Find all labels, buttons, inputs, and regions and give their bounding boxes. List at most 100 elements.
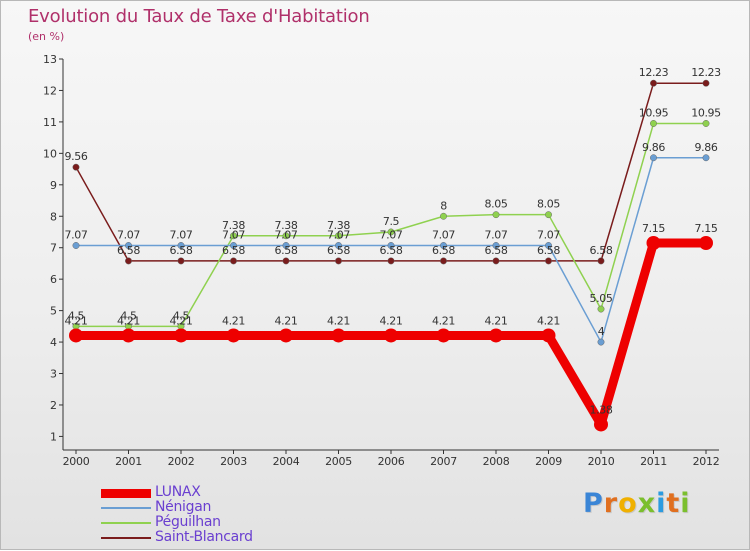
x-tick-label: 2001 xyxy=(115,455,142,468)
data-label-saint-blancard: 6.58 xyxy=(170,244,193,257)
legend-label-lunax: LUNAX xyxy=(155,484,201,500)
x-tick-label: 2000 xyxy=(63,455,90,468)
data-label-saint-blancard: 6.58 xyxy=(537,244,560,257)
data-label-nenigan: 7.07 xyxy=(432,229,455,242)
data-point-lunax xyxy=(174,328,188,343)
data-label-saint-blancard: 9.56 xyxy=(65,150,88,163)
data-label-saint-blancard: 6.58 xyxy=(432,244,455,257)
data-point-peguilhan xyxy=(282,232,290,240)
data-label-nenigan: 7.07 xyxy=(222,229,245,242)
y-tick-label: 4 xyxy=(50,336,57,349)
data-label-saint-blancard: 6.58 xyxy=(117,244,140,257)
y-tick-label: 13 xyxy=(43,53,57,66)
y-tick-label: 5 xyxy=(50,305,57,318)
legend-label-peguilhan: Péguilhan xyxy=(155,514,221,530)
data-point-peguilhan xyxy=(440,212,447,220)
data-point-peguilhan xyxy=(650,120,657,127)
data-point-lunax xyxy=(384,328,398,343)
data-label-peguilhan: 10.95 xyxy=(639,106,669,119)
y-tick-label: 6 xyxy=(50,273,57,286)
data-label-peguilhan: 8 xyxy=(440,199,447,212)
data-label-lunax: 7.15 xyxy=(695,222,718,235)
data-label-saint-blancard: 6.58 xyxy=(485,244,508,257)
data-label-lunax: 4.21 xyxy=(432,314,455,327)
data-label-saint-blancard: 6.58 xyxy=(380,244,403,257)
data-point-saint-blancard xyxy=(230,257,237,265)
data-point-nenigan xyxy=(335,242,342,249)
data-label-lunax: 4.21 xyxy=(537,314,560,327)
data-point-lunax xyxy=(226,328,241,343)
data-label-saint-blancard: 12.23 xyxy=(691,66,721,79)
data-point-lunax xyxy=(594,417,608,432)
x-tick-label: 2009 xyxy=(535,455,562,468)
data-point-saint-blancard xyxy=(387,257,395,265)
data-point-lunax xyxy=(121,328,136,343)
data-point-nenigan xyxy=(440,242,447,249)
data-point-saint-blancard xyxy=(177,257,185,265)
data-point-peguilhan xyxy=(335,232,342,240)
legend-swatch-lunax xyxy=(101,488,151,498)
data-label-lunax: 1.38 xyxy=(590,403,613,416)
data-point-peguilhan xyxy=(702,120,710,127)
y-tick-label: 10 xyxy=(43,147,57,160)
data-label-peguilhan: 4.5 xyxy=(173,309,190,322)
data-point-saint-blancard xyxy=(125,257,132,265)
x-tick-label: 2006 xyxy=(378,455,405,468)
data-point-nenigan xyxy=(72,242,80,249)
data-label-lunax: 4.21 xyxy=(117,314,140,327)
data-point-nenigan xyxy=(545,242,552,249)
data-label-saint-blancard: 6.58 xyxy=(590,244,613,257)
data-point-saint-blancard xyxy=(597,257,605,265)
data-point-peguilhan xyxy=(492,211,500,219)
data-point-nenigan xyxy=(387,242,395,249)
data-label-nenigan: 7.07 xyxy=(170,229,193,242)
data-label-saint-blancard: 6.58 xyxy=(275,244,298,257)
data-label-peguilhan: 8.05 xyxy=(485,198,508,211)
proxiti-logo: Proxiti xyxy=(583,488,691,519)
data-label-nenigan: 7.07 xyxy=(485,229,508,242)
data-point-nenigan xyxy=(282,242,290,249)
y-tick-label: 8 xyxy=(50,210,57,223)
data-label-nenigan: 9.86 xyxy=(642,141,665,154)
x-tick-label: 2003 xyxy=(220,455,247,468)
data-point-saint-blancard xyxy=(545,257,552,265)
data-label-nenigan: 9.86 xyxy=(695,141,718,154)
y-tick-label: 11 xyxy=(43,116,57,129)
data-label-peguilhan: 7.38 xyxy=(275,219,298,232)
data-label-nenigan: 4 xyxy=(598,325,605,338)
data-point-saint-blancard xyxy=(492,257,500,265)
data-label-nenigan: 7.07 xyxy=(117,229,140,242)
data-point-saint-blancard xyxy=(650,79,657,87)
x-tick-label: 2012 xyxy=(693,455,720,468)
x-tick-label: 2011 xyxy=(640,455,667,468)
data-label-lunax: 4.21 xyxy=(275,314,298,327)
data-label-peguilhan: 10.95 xyxy=(691,106,721,119)
legend-swatch-peguilhan xyxy=(101,522,151,524)
data-label-lunax: 4.21 xyxy=(222,314,245,327)
data-label-lunax: 4.21 xyxy=(380,314,403,327)
y-tick-label: 12 xyxy=(43,84,57,97)
data-point-peguilhan xyxy=(597,305,605,313)
data-point-nenigan xyxy=(230,242,237,249)
data-label-peguilhan: 7.38 xyxy=(222,219,245,232)
data-point-nenigan xyxy=(125,242,132,249)
data-point-peguilhan xyxy=(545,211,552,219)
y-tick-label: 9 xyxy=(50,179,57,192)
x-tick-label: 2010 xyxy=(588,455,615,468)
data-label-peguilhan: 7.38 xyxy=(327,219,350,232)
data-point-saint-blancard xyxy=(440,257,447,265)
data-label-lunax: 4.21 xyxy=(170,314,193,327)
data-point-peguilhan xyxy=(387,228,395,236)
data-label-lunax: 4.21 xyxy=(485,314,508,327)
data-label-nenigan: 7.07 xyxy=(275,229,298,242)
x-tick-label: 2004 xyxy=(273,455,300,468)
data-point-lunax xyxy=(699,235,713,250)
x-tick-label: 2005 xyxy=(325,455,352,468)
data-label-peguilhan: 8.05 xyxy=(537,198,560,211)
data-label-lunax: 4.21 xyxy=(65,314,88,327)
data-point-nenigan xyxy=(597,338,605,346)
y-tick-label: 3 xyxy=(50,368,57,381)
chart-title: Evolution du Taux de Taxe d'Habitation xyxy=(28,6,370,27)
